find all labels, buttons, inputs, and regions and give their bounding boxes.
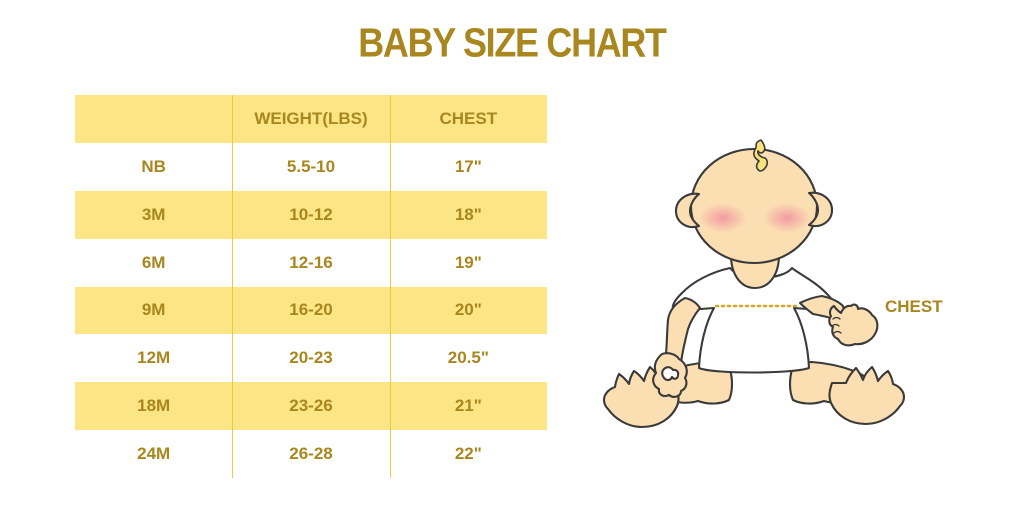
svg-text:CHEST: CHEST xyxy=(885,297,943,316)
